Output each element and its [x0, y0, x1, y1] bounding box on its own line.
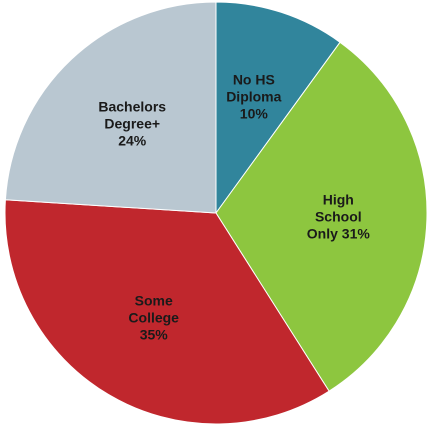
slice-label: No HS Diploma 10%: [215, 71, 293, 122]
category-label: Bachelors Degree+: [98, 98, 167, 132]
value-label: 10%: [239, 105, 268, 122]
pie-slice: [4, 1, 217, 214]
value-label: 31%: [341, 225, 370, 242]
slice-label: Some College 35%: [115, 293, 193, 344]
pie-slice: [4, 199, 330, 425]
pie-slice: [215, 1, 341, 215]
slice-label: Bachelors Degree+ 24%: [93, 98, 171, 149]
category-label: No HS Diploma: [226, 71, 282, 105]
category-label: Some College: [128, 292, 179, 326]
category-label: High School Only: [306, 191, 362, 242]
value-label: 24%: [118, 132, 147, 149]
pie-slice: [215, 41, 428, 392]
value-label: 35%: [139, 326, 168, 343]
slice-label: High School Only 31%: [299, 191, 377, 242]
